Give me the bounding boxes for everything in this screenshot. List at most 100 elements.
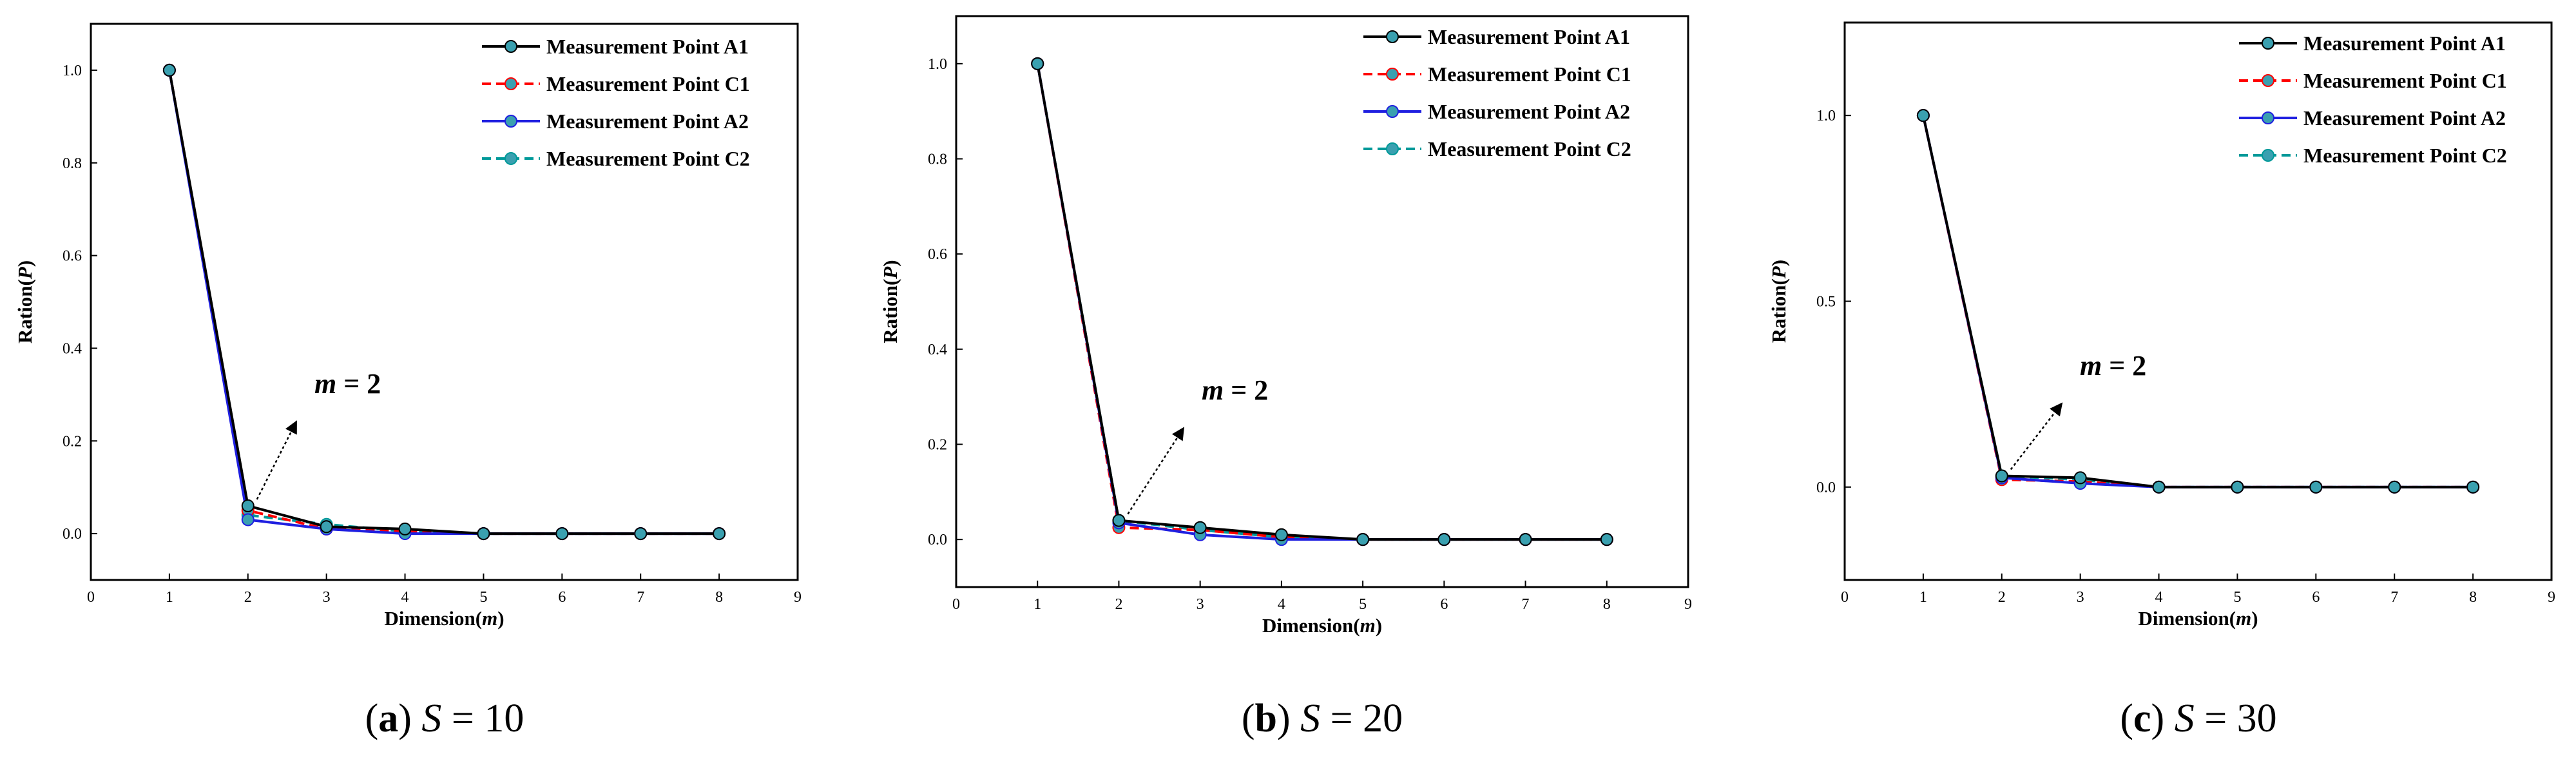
y-tick-label: 0.6 bbox=[62, 248, 82, 265]
legend-marker bbox=[505, 152, 517, 165]
legend-label: Measurement Point A1 bbox=[546, 35, 749, 58]
data-point bbox=[1519, 533, 1532, 546]
annotation-arrow bbox=[256, 420, 298, 500]
legend-label: Measurement Point A2 bbox=[1428, 100, 1630, 123]
data-point bbox=[2309, 480, 2323, 494]
x-tick-label: 1 bbox=[166, 589, 173, 606]
legend-label: Measurement Point C2 bbox=[2303, 144, 2507, 167]
x-tick-label: 3 bbox=[323, 589, 331, 606]
x-tick-label: 2 bbox=[1998, 589, 2006, 606]
annotation-arrow bbox=[1127, 427, 1185, 515]
data-point bbox=[1437, 533, 1451, 546]
series-line bbox=[1036, 63, 1607, 541]
series-line bbox=[1036, 63, 1607, 541]
data-point bbox=[1193, 521, 1207, 534]
x-tick-label: 9 bbox=[2548, 589, 2555, 606]
legend-label: Measurement Point C2 bbox=[546, 147, 750, 170]
y-tick-label: 0.4 bbox=[62, 340, 82, 357]
legend-marker bbox=[1386, 68, 1399, 81]
x-tick-label: 3 bbox=[1197, 596, 1204, 613]
legend-label: Measurement Point C1 bbox=[1428, 63, 1631, 86]
annotation-label: m = 2 bbox=[314, 368, 381, 400]
legend-marker bbox=[505, 77, 517, 90]
x-tick-label: 0 bbox=[87, 589, 95, 606]
x-axis-title: Dimension(m) bbox=[2138, 607, 2258, 630]
y-tick-label: 0.4 bbox=[928, 342, 947, 358]
legend-label: Measurement Point C1 bbox=[2303, 69, 2507, 92]
y-tick-label: 0.8 bbox=[928, 151, 947, 168]
legend-marker bbox=[1386, 30, 1399, 43]
series-line bbox=[168, 70, 720, 536]
y-tick-label: 0.0 bbox=[62, 526, 82, 543]
data-point bbox=[1112, 514, 1126, 527]
y-tick-label: 0.6 bbox=[928, 246, 947, 263]
series-line bbox=[168, 70, 720, 536]
y-axis-title: Ration(P) bbox=[1767, 260, 1790, 343]
x-tick-label: 8 bbox=[715, 589, 723, 606]
data-point bbox=[1600, 533, 1613, 546]
x-tick-label: 5 bbox=[479, 589, 487, 606]
x-tick-label: 7 bbox=[1522, 596, 1530, 613]
data-point bbox=[320, 520, 333, 534]
x-tick-label: 6 bbox=[2312, 589, 2320, 606]
x-tick-label: 0 bbox=[1841, 589, 1849, 606]
data-point bbox=[241, 499, 255, 512]
x-tick-label: 3 bbox=[2077, 589, 2084, 606]
legend-marker bbox=[1386, 142, 1399, 155]
x-tick-label: 5 bbox=[2233, 589, 2241, 606]
legend-label: Measurement Point C1 bbox=[546, 72, 750, 95]
y-tick-label: 0.0 bbox=[1816, 479, 1836, 496]
panel-caption: (b) S = 20 bbox=[1242, 697, 1403, 740]
legend-label: Measurement Point A2 bbox=[546, 110, 749, 133]
y-tick-label: 1.0 bbox=[62, 63, 82, 79]
x-tick-label: 7 bbox=[2390, 589, 2398, 606]
data-point bbox=[477, 527, 490, 541]
chart-panel-3: 0 1 2 3 4 5 6 7 8 9 0.0 0.5 1.0 Dimension(m) Ration(P)… bbox=[1767, 21, 2555, 740]
series-line bbox=[1921, 115, 2474, 488]
data-point bbox=[2152, 480, 2166, 494]
series-line bbox=[1921, 115, 2474, 488]
y-tick-label: 0.0 bbox=[928, 532, 947, 548]
chart-panel-2: 0 1 2 3 4 5 6 7 8 9 0.0 0.2 0.4 0.6 0.8 1.0 Dimension(m)… bbox=[879, 15, 1692, 740]
y-tick-label: 1.0 bbox=[928, 56, 947, 73]
series-line bbox=[1036, 63, 1607, 541]
data-point bbox=[1031, 57, 1044, 70]
x-tick-label: 5 bbox=[1359, 596, 1367, 613]
x-tick-label: 8 bbox=[2469, 589, 2477, 606]
x-tick-label: 4 bbox=[1278, 596, 1285, 613]
x-tick-label: 4 bbox=[2155, 589, 2163, 606]
y-axis-title: Ration(P) bbox=[879, 260, 901, 343]
data-point bbox=[1916, 109, 1930, 122]
x-tick-label: 9 bbox=[794, 589, 802, 606]
x-axis-title: Dimension(m) bbox=[1262, 614, 1382, 637]
y-tick-label: 1.0 bbox=[1816, 108, 1836, 124]
data-point bbox=[162, 63, 176, 77]
series-line bbox=[1921, 115, 2474, 488]
y-tick-label: 0.2 bbox=[62, 433, 82, 450]
data-point bbox=[555, 527, 569, 541]
legend-marker bbox=[2262, 74, 2274, 87]
legend-marker bbox=[505, 115, 517, 128]
legend-marker bbox=[1386, 105, 1399, 118]
x-tick-label: 7 bbox=[637, 589, 644, 606]
annotation-label: m = 2 bbox=[2080, 350, 2146, 381]
x-axis-title: Dimension(m) bbox=[384, 607, 504, 630]
x-tick-label: 1 bbox=[1919, 589, 1927, 606]
legend-label: Measurement Point A1 bbox=[1428, 25, 1630, 48]
legend-marker bbox=[2262, 149, 2274, 162]
x-tick-label: 0 bbox=[952, 596, 960, 613]
data-point bbox=[2073, 471, 2087, 485]
data-point bbox=[1995, 469, 2008, 483]
x-tick-label: 6 bbox=[558, 589, 566, 606]
legend-marker bbox=[2262, 111, 2274, 124]
series-line bbox=[1921, 115, 2474, 488]
panel-caption: (c) S = 30 bbox=[2120, 697, 2276, 740]
y-tick-label: 0.2 bbox=[928, 437, 947, 454]
y-tick-label: 0.8 bbox=[62, 155, 82, 172]
data-point bbox=[241, 513, 255, 526]
legend-label: Measurement Point A1 bbox=[2303, 32, 2506, 55]
x-tick-label: 2 bbox=[244, 589, 252, 606]
y-axis-title: Ration(P) bbox=[14, 260, 36, 343]
x-tick-label: 8 bbox=[1603, 596, 1611, 613]
